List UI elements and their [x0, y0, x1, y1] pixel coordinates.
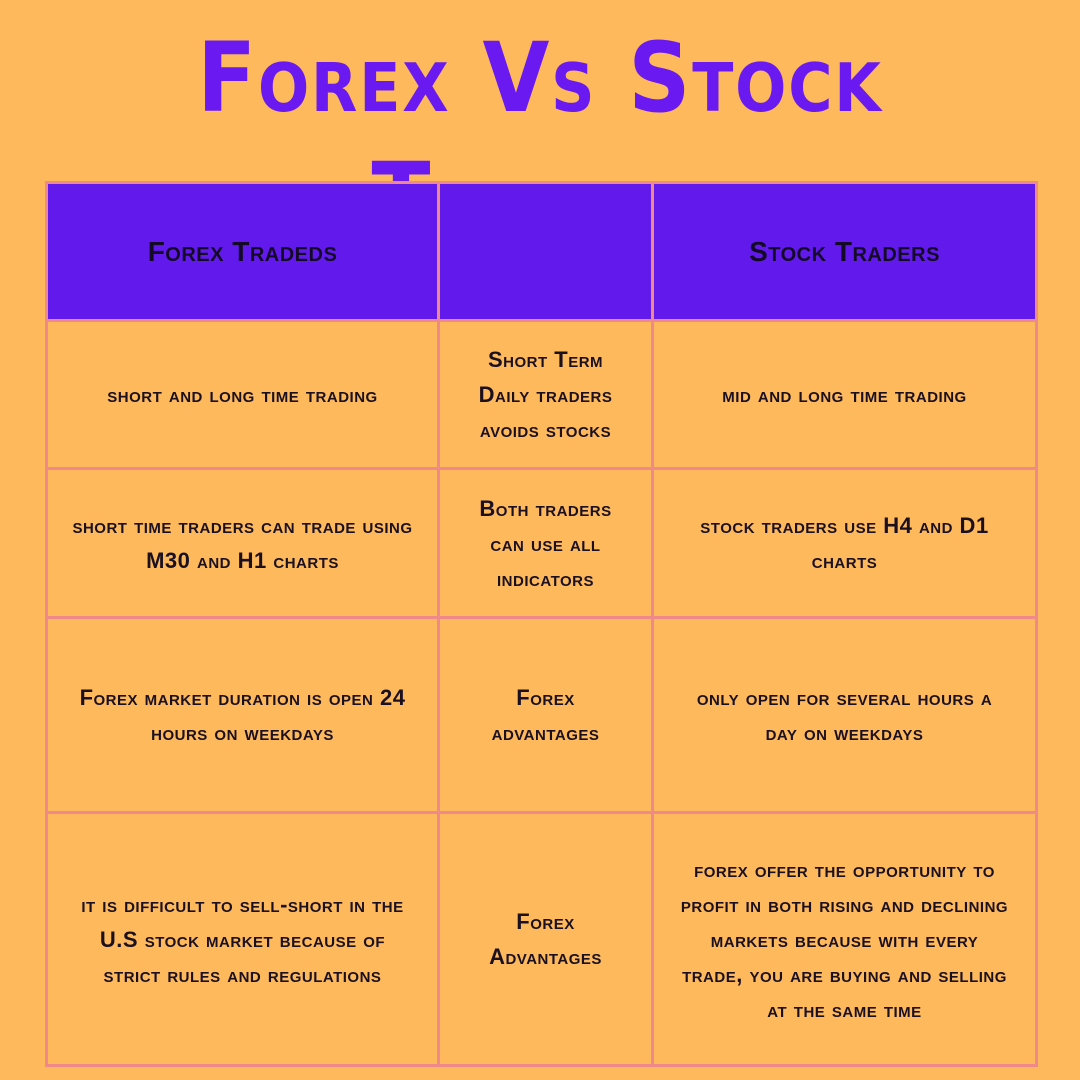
middle-cell: Forex advantages — [437, 616, 654, 814]
middle-cell: Forex Advantages — [437, 811, 654, 1067]
stock-cell: forex offer the opportunity to profit in… — [651, 811, 1038, 1067]
middle-cell: Both traders can use all indicators — [437, 467, 654, 619]
forex-cell: short time traders can trade using M30 a… — [45, 467, 440, 619]
stock-cell: stock traders use H4 and D1 charts — [651, 467, 1038, 619]
table-row: Forex market duration is open 24 hours o… — [45, 616, 1038, 814]
table-row: short and long time trading Short Term D… — [45, 319, 1038, 470]
table-row: it is difficult to sell-short in the U.S… — [45, 811, 1038, 1067]
table-row: short time traders can trade using M30 a… — [45, 467, 1038, 619]
stock-cell: only open for several hours a day on wee… — [651, 616, 1038, 814]
header-forex-traders: Forex Tradeds — [45, 181, 440, 322]
forex-cell: short and long time trading — [45, 319, 440, 470]
forex-cell: Forex market duration is open 24 hours o… — [45, 616, 440, 814]
table-header-row: Forex Tradeds Stock Traders — [45, 181, 1038, 322]
header-middle — [437, 181, 654, 322]
comparison-table: Forex Tradeds Stock Traders short and lo… — [45, 181, 1038, 1067]
forex-cell: it is difficult to sell-short in the U.S… — [45, 811, 440, 1067]
middle-cell: Short Term Daily traders avoids stocks — [437, 319, 654, 470]
header-stock-traders: Stock Traders — [651, 181, 1038, 322]
stock-cell: mid and long time trading — [651, 319, 1038, 470]
